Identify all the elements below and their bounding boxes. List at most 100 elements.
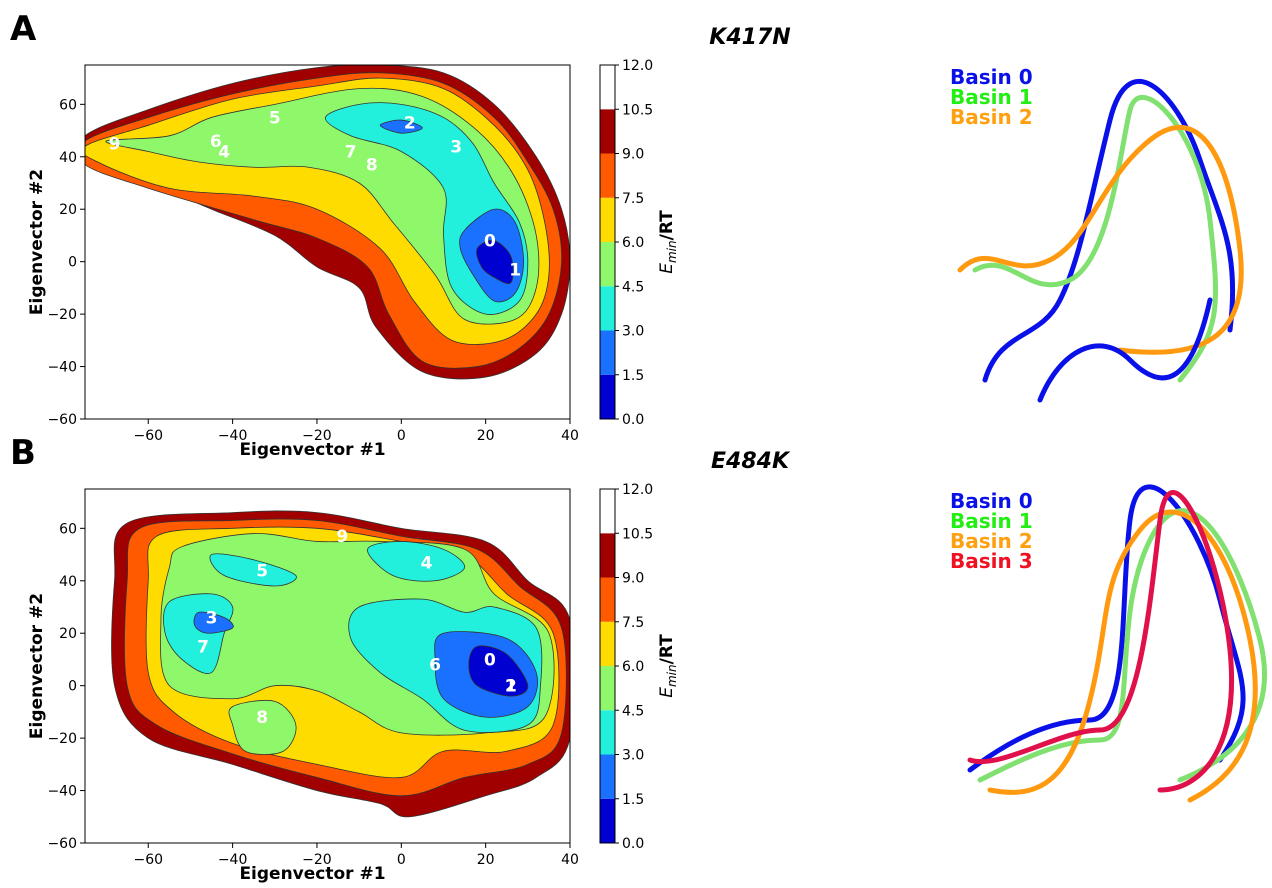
colorbar-band bbox=[600, 330, 615, 375]
colorbar-band bbox=[600, 710, 615, 755]
y-tick-label: 20 bbox=[59, 626, 77, 642]
x-tick-label: −20 bbox=[302, 428, 332, 444]
colorbar-band bbox=[600, 798, 615, 843]
colorbar-band bbox=[600, 197, 615, 242]
colorbar-label: Emin/RT bbox=[657, 634, 679, 698]
colorbar-tick-label: 4.5 bbox=[622, 703, 644, 719]
colorbar-band bbox=[600, 286, 615, 331]
colorbar-band bbox=[600, 533, 615, 578]
colorbar-tick-label: 9.0 bbox=[622, 571, 644, 587]
basin-label: 4 bbox=[218, 143, 230, 163]
panel-letter: A bbox=[10, 9, 37, 49]
y-axis-label: Eigenvector #2 bbox=[27, 593, 47, 739]
colorbar-label-base: E bbox=[657, 263, 677, 274]
legend-entry: Basin 2 bbox=[950, 105, 1033, 129]
colorbar-tick-label: 12.0 bbox=[622, 482, 653, 498]
basin-label: 1 bbox=[505, 677, 517, 697]
colorbar-tick-label: 7.5 bbox=[622, 191, 644, 207]
colorbar-tick-label: 0.0 bbox=[622, 836, 644, 852]
x-tick-label: −60 bbox=[133, 852, 163, 868]
y-axis-label: Eigenvector #2 bbox=[27, 169, 47, 315]
colorbar-band bbox=[600, 242, 615, 287]
plot-frame bbox=[84, 64, 571, 420]
colorbar-tick-label: 12.0 bbox=[622, 58, 653, 74]
basin-label: 9 bbox=[336, 527, 348, 547]
basin-label: 3 bbox=[450, 137, 462, 157]
basin-label: 2 bbox=[404, 114, 416, 134]
colorbar-band bbox=[600, 577, 615, 622]
plot-frame bbox=[84, 488, 571, 844]
x-axis-label: Eigenvector #1 bbox=[239, 440, 385, 460]
panel-letter: B bbox=[10, 433, 36, 473]
basin-label: 6 bbox=[210, 132, 222, 152]
colorbar-band bbox=[600, 621, 615, 666]
basin-label: 7 bbox=[197, 637, 209, 657]
contours bbox=[111, 510, 570, 818]
basin-label: 5 bbox=[269, 108, 281, 128]
colorbar-band bbox=[600, 153, 615, 198]
x-tick-label: −60 bbox=[133, 428, 163, 444]
colorbar-tick-label: 10.5 bbox=[622, 102, 653, 118]
colorbar-tick-label: 0.0 bbox=[622, 412, 644, 428]
basin-label: 1 bbox=[509, 261, 521, 281]
contour-region bbox=[468, 645, 529, 697]
basin-label: 7 bbox=[345, 143, 357, 163]
contour-region bbox=[209, 553, 297, 587]
y-tick-label: 60 bbox=[59, 97, 77, 113]
x-tick-label: −40 bbox=[218, 428, 248, 444]
colorbar-label: Emin/RT bbox=[657, 210, 679, 274]
x-tick-label: −20 bbox=[302, 852, 332, 868]
y-tick-label: 40 bbox=[59, 150, 77, 166]
x-tick-label: 0 bbox=[397, 852, 406, 868]
contour-region bbox=[163, 593, 234, 674]
y-tick-label: −40 bbox=[47, 784, 77, 800]
colorbar-tick-label: 1.5 bbox=[622, 368, 644, 384]
colorbar-band bbox=[600, 109, 615, 154]
legend-entry: Basin 0 bbox=[950, 489, 1033, 513]
protein-b bbox=[967, 484, 1267, 803]
basin-label: 5 bbox=[256, 561, 268, 581]
y-tick-label: 0 bbox=[68, 679, 77, 695]
x-tick-label: 0 bbox=[397, 428, 406, 444]
colorbar-label-sub: min bbox=[665, 240, 679, 263]
legend-entry: Basin 0 bbox=[950, 65, 1033, 89]
basin-label: 0 bbox=[484, 650, 496, 670]
colorbar-band bbox=[600, 754, 615, 799]
panel-title: E484K bbox=[711, 449, 791, 474]
contour-region bbox=[228, 699, 297, 755]
basin-label: 6 bbox=[429, 656, 441, 676]
colorbar-band bbox=[600, 666, 615, 711]
contour-region bbox=[379, 119, 423, 134]
colorbar-band bbox=[600, 65, 615, 110]
contour-region bbox=[367, 541, 465, 582]
x-tick-label: 40 bbox=[561, 428, 579, 444]
colorbar-tick-label: 6.0 bbox=[622, 235, 644, 251]
legend-entry: Basin 1 bbox=[950, 509, 1033, 533]
colorbar-label-rest: /RT bbox=[657, 634, 677, 665]
y-tick-label: −60 bbox=[47, 412, 77, 428]
basin-label: 8 bbox=[256, 708, 268, 728]
contour-region bbox=[193, 611, 234, 634]
basin-label: 4 bbox=[421, 553, 433, 573]
colorbar-tick-label: 4.5 bbox=[622, 279, 644, 295]
y-tick-label: −60 bbox=[47, 836, 77, 852]
y-tick-label: 60 bbox=[59, 521, 77, 537]
colorbar-tick-label: 1.5 bbox=[622, 792, 644, 808]
y-tick-label: 20 bbox=[59, 202, 77, 218]
basin-label: 8 bbox=[366, 156, 378, 176]
basin-label: 2 bbox=[505, 677, 517, 697]
y-tick-label: −40 bbox=[47, 360, 77, 376]
colorbar-tick-label: 3.0 bbox=[622, 324, 644, 340]
legend-entry: Basin 3 bbox=[950, 549, 1033, 573]
colorbar-band bbox=[600, 374, 615, 419]
colorbar-label-rest: /RT bbox=[657, 210, 677, 241]
colorbar-band bbox=[600, 489, 615, 534]
basin-label: 0 bbox=[484, 232, 496, 252]
colorbar-tick-label: 6.0 bbox=[622, 659, 644, 675]
y-tick-label: 0 bbox=[68, 255, 77, 271]
panel-title: K417N bbox=[709, 25, 790, 50]
basin-label: 3 bbox=[206, 608, 218, 628]
x-tick-label: 20 bbox=[477, 852, 495, 868]
